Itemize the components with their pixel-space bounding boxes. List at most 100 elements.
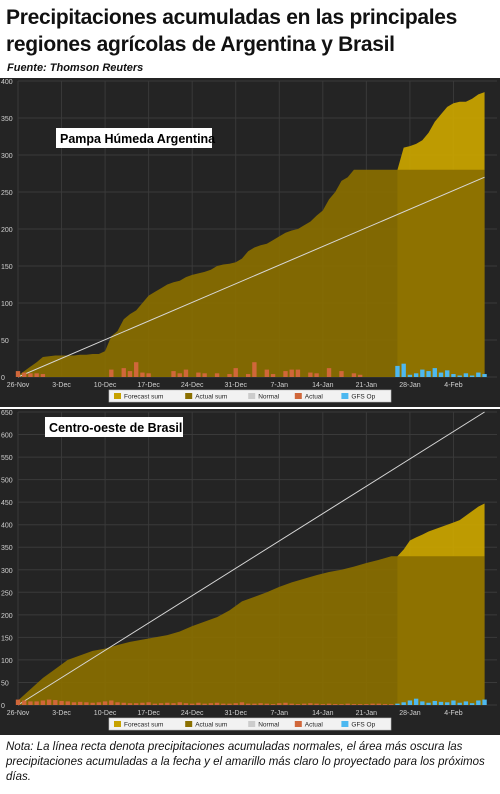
legend-item: Actual sum — [185, 393, 227, 401]
actual-bar — [34, 701, 39, 705]
actual-bar — [28, 701, 33, 705]
x-tick-label: 28-Jan — [399, 710, 421, 717]
actual-bar — [34, 373, 39, 377]
y-tick-label: 300 — [1, 153, 13, 160]
gfs-bar — [451, 700, 456, 705]
legend-item: Actual — [294, 393, 324, 401]
legend-swatch — [294, 393, 302, 399]
gfs-bar — [407, 700, 413, 705]
legend-swatch — [114, 721, 121, 727]
gfs-bar — [463, 373, 469, 377]
gfs-bar — [413, 373, 419, 377]
x-tick-label: 21-Jan — [356, 710, 378, 717]
actual-bar — [121, 368, 126, 377]
actual-bar — [308, 372, 313, 377]
actual-bar — [339, 371, 344, 377]
footnote: Nota: La línea recta denota precipitacio… — [6, 741, 485, 783]
legend-label: Forecast sum — [124, 394, 163, 401]
legend-item: Actual sum — [185, 721, 227, 729]
actual-bar — [289, 703, 294, 705]
actual-bar — [270, 704, 276, 705]
legend-item: Normal — [248, 393, 280, 401]
gfs-bar — [395, 365, 400, 377]
x-tick-label: 4-Feb — [444, 710, 462, 717]
actual-bar — [146, 702, 151, 705]
y-tick-label: 400 — [1, 79, 13, 86]
gfs-bar — [451, 374, 456, 377]
gfs-bar — [469, 375, 475, 377]
y-tick-label: 100 — [1, 658, 13, 665]
legend-swatch — [248, 393, 256, 399]
gfs-bar — [438, 701, 444, 705]
x-tick-label: 21-Jan — [356, 382, 378, 389]
gfs-bar — [432, 368, 437, 377]
actual-bar — [127, 371, 133, 377]
actual-bar — [245, 374, 251, 377]
legend-item: Forecast sum — [114, 393, 163, 401]
x-tick-label: 10-Dec — [94, 382, 117, 389]
gfs-bar — [482, 699, 487, 705]
y-tick-label: 0 — [1, 703, 5, 710]
actual-bar — [214, 702, 220, 705]
actual-bar — [370, 703, 375, 705]
actual-bar — [245, 703, 251, 705]
actual-bar — [177, 373, 182, 377]
legend-swatch — [114, 393, 121, 399]
y-tick-label: 150 — [1, 635, 13, 642]
page-title: Precipitaciones acumuladas en las princi… — [6, 6, 458, 56]
y-tick-label: 200 — [1, 227, 13, 234]
x-tick-label: 14-Jan — [312, 710, 334, 717]
y-tick-label: 300 — [1, 568, 13, 575]
actual-bar — [171, 703, 176, 705]
gfs-bar — [426, 371, 431, 377]
legend-swatch — [185, 721, 193, 727]
legend-item: Actual — [294, 721, 323, 729]
actual-bar — [252, 362, 257, 377]
actual-bar — [84, 702, 89, 705]
region-label-text: Pampa Húmeda Argentina — [60, 132, 216, 146]
y-tick-label: 500 — [1, 478, 13, 485]
region-label-box — [45, 417, 183, 437]
legend-label: GFS Op — [351, 722, 375, 729]
legend-label: Actual sum — [195, 722, 227, 729]
y-tick-label: 350 — [1, 116, 13, 123]
actual-bar — [59, 700, 64, 705]
actual-bar — [40, 700, 46, 705]
legend-label: GFS Op — [351, 394, 375, 401]
actual-sum-area — [18, 556, 485, 705]
x-tick-label: 10-Dec — [94, 710, 117, 717]
x-tick-label: 17-Dec — [137, 382, 160, 389]
actual-bar — [252, 703, 257, 705]
actual-bar — [376, 703, 381, 705]
chart-argentina-svg: 0 50 100 150 200 250 300 350 400 26-Nov 3-Dec 10-De… — [0, 78, 500, 407]
y-tick-label: 50 — [1, 680, 9, 687]
actual-bar — [22, 700, 27, 705]
actual-bar — [140, 372, 145, 377]
actual-bar — [127, 703, 133, 705]
y-tick-label: 550 — [1, 455, 13, 462]
actual-bar — [15, 371, 21, 377]
actual-bar — [333, 704, 338, 705]
actual-bar — [165, 702, 170, 705]
actual-bar — [109, 369, 114, 377]
gfs-bar — [445, 702, 450, 705]
x-tick-label: 24-Dec — [181, 710, 204, 717]
actual-bar — [389, 704, 394, 705]
region-label: Pampa Húmeda Argentina — [56, 128, 216, 148]
actual-bar — [314, 373, 319, 377]
y-tick-label: 100 — [1, 301, 13, 308]
y-tick-label: 400 — [1, 523, 13, 530]
normal-line — [17, 176, 485, 378]
actual-bar — [270, 374, 276, 377]
legend-label: Actual — [305, 394, 324, 401]
actual-bar — [233, 368, 238, 377]
gfs-bar — [482, 374, 487, 377]
y-tick-label: 150 — [1, 264, 13, 271]
actual-bar — [339, 704, 344, 705]
legend-item: Forecast sum — [114, 721, 163, 729]
legend-label: Forecast sum — [124, 722, 163, 729]
actual-bar — [214, 373, 220, 377]
legend-label: Normal — [258, 394, 280, 401]
actual-bar — [53, 700, 58, 705]
actual-bar — [351, 373, 357, 377]
